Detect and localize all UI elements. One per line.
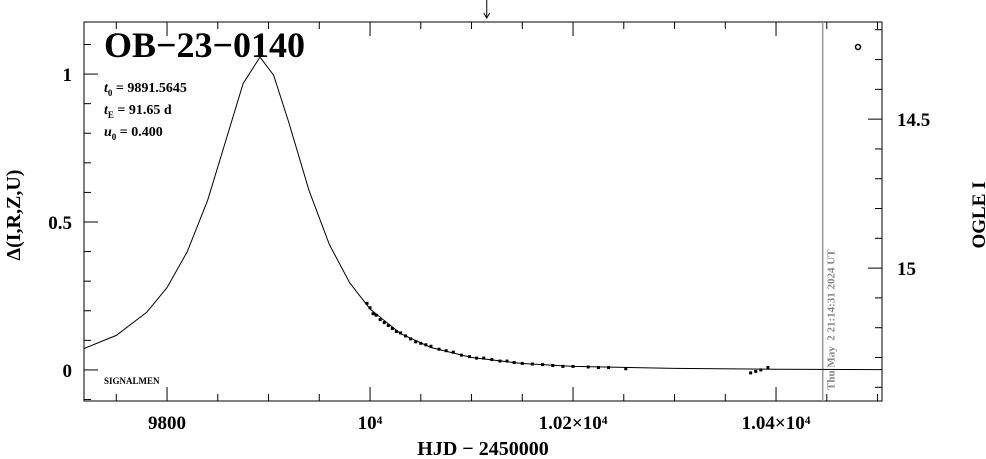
data-point [386, 324, 390, 328]
data-point [749, 371, 753, 375]
y-tick-label: 0 [63, 361, 73, 382]
data-point [382, 321, 386, 325]
data-point [490, 358, 494, 362]
plot-frame [83, 21, 883, 402]
param-value: = 9891.5645 [112, 81, 186, 96]
data-point [607, 366, 611, 370]
y2-axis-label: OGLE I [969, 181, 986, 248]
x-axis-label: HJD − 2450000 [417, 438, 548, 459]
model-curve [84, 56, 882, 371]
data-point [398, 331, 402, 335]
data-point [424, 343, 428, 347]
data-point [371, 312, 375, 316]
data-point [482, 356, 486, 360]
param-subscript: 0 [108, 88, 113, 98]
y2-tick-label: 14.5 [897, 110, 930, 131]
date-stamp: Thu May 2 21:14:31 2024 UT [826, 249, 838, 390]
data-point [374, 313, 378, 317]
data-point [541, 363, 545, 367]
data-point [498, 359, 502, 363]
footnote: SIGNALMEN [104, 376, 160, 386]
y-tick-label: 0.5 [48, 213, 72, 234]
data-point [378, 318, 382, 322]
x-tick-label: 1.04×10⁴ [742, 413, 811, 434]
data-point [390, 327, 394, 331]
data-point [475, 356, 479, 360]
chart-title: OB−23−0140 [104, 25, 305, 65]
y-tick-label: 1 [63, 65, 73, 86]
data-point [444, 349, 448, 353]
data-point [766, 366, 770, 370]
param-symbol: t [104, 81, 109, 96]
data-point [468, 355, 472, 359]
param-symbol: t [104, 103, 109, 118]
data-point [624, 367, 628, 371]
data-point [429, 344, 433, 348]
x-tick-label: 9800 [148, 413, 186, 434]
param-subscript: 0 [112, 132, 117, 142]
data-point [520, 361, 524, 365]
data-point [409, 337, 413, 341]
data-point [451, 350, 455, 354]
marker-symbol [854, 43, 862, 51]
data-point [505, 359, 509, 363]
data-point [512, 361, 516, 365]
y2-tick-label: 15 [897, 259, 916, 280]
param-symbol: u [104, 125, 112, 140]
fit-parameter: u0 = 0.400 [104, 125, 163, 142]
data-point [561, 364, 565, 368]
param-value: = 0.400 [116, 125, 162, 140]
data-point [759, 368, 763, 372]
x-tick-label: 10⁴ [358, 413, 383, 434]
data-point [530, 362, 534, 366]
data-point [414, 340, 418, 344]
data-point [586, 365, 590, 369]
param-value: = 91.65 d [114, 103, 172, 118]
data-point [394, 329, 398, 333]
data-point [365, 301, 369, 305]
data-point [459, 353, 463, 357]
fit-parameter: t0 = 9891.5645 [104, 81, 187, 98]
data-point [571, 364, 575, 368]
param-subscript: E [108, 110, 114, 120]
x-tick-label: 1.02×10⁴ [539, 413, 608, 434]
data-point [368, 306, 372, 310]
data-point [754, 369, 758, 373]
arrow-head [483, 12, 491, 19]
data-point [551, 363, 555, 367]
data-point [419, 341, 423, 345]
y-axis-label: Δ(I,R,Z,U) [3, 170, 25, 261]
data-point [596, 366, 600, 370]
data-point [404, 334, 408, 338]
data-point [437, 347, 441, 351]
fit-parameter: tE = 91.65 d [104, 103, 172, 120]
